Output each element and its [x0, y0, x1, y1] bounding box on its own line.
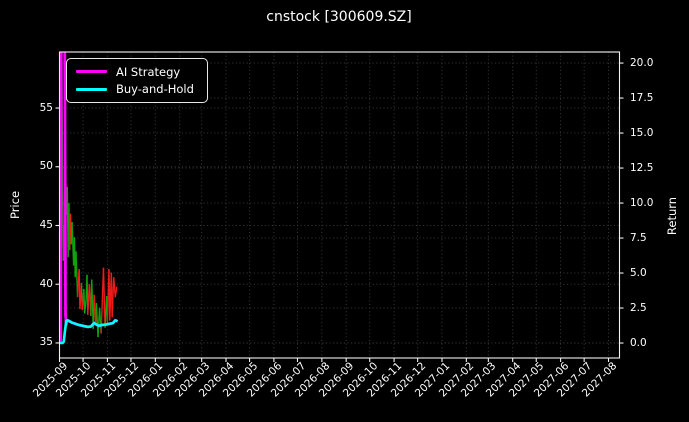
y-tick-label-right: 10.0 — [630, 196, 654, 209]
y-tick-label-right: 7.5 — [630, 231, 647, 244]
ai-strategy-line-swatch — [76, 69, 107, 74]
legend-entry-ai-strategy: AI Strategy — [76, 65, 198, 79]
y-tick-label-left: 35 — [39, 336, 53, 349]
y-tick-label-right: 20.0 — [630, 56, 654, 69]
y-tick-label-right: 17.5 — [630, 91, 654, 104]
chart-title: cnstock [300609.SZ] — [266, 9, 412, 25]
y-tick-label-right: 12.5 — [630, 161, 654, 174]
price-series-segment — [102, 267, 106, 328]
legend: AI Strategy Buy-and-Hold — [66, 58, 208, 103]
legend-entry-buy-and-hold: Buy-and-Hold — [76, 82, 198, 96]
price-series-segment — [111, 277, 115, 318]
y-tick-label-left: 40 — [39, 277, 53, 290]
y-tick-label-left: 50 — [39, 160, 53, 173]
buy-and-hold-line-swatch — [76, 87, 107, 92]
price-series-segment — [114, 286, 118, 298]
legend-label: Buy-and-Hold — [116, 82, 194, 97]
legend-label: AI Strategy — [116, 64, 181, 79]
y-tick-label-right: 0.0 — [630, 336, 647, 349]
price-series-segment — [83, 298, 87, 314]
y-tick-label-right: 15.0 — [630, 126, 654, 139]
plot-border — [58, 51, 621, 359]
y-tick-label-left: 55 — [39, 101, 53, 114]
y-tick-label-right: 5.0 — [630, 266, 647, 279]
y-tick-label-right: 2.5 — [630, 301, 647, 314]
buy-and-hold-line — [59, 319, 119, 345]
price-series-segment — [112, 277, 116, 298]
y-tick-label-left: 45 — [39, 218, 53, 231]
